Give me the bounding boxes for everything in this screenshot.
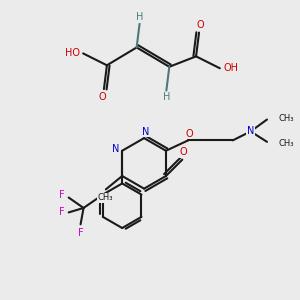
Text: CH₃: CH₃ bbox=[278, 113, 294, 122]
Text: N: N bbox=[112, 144, 119, 154]
Text: O: O bbox=[179, 147, 187, 157]
Text: H: H bbox=[163, 92, 170, 102]
Text: CH₃: CH₃ bbox=[278, 139, 294, 148]
Text: F: F bbox=[78, 228, 83, 238]
Text: O: O bbox=[197, 20, 204, 30]
Text: O: O bbox=[99, 92, 106, 101]
Text: H: H bbox=[136, 12, 143, 22]
Text: N: N bbox=[247, 126, 254, 136]
Text: CH₃: CH₃ bbox=[98, 193, 113, 202]
Text: N: N bbox=[142, 127, 149, 136]
Text: F: F bbox=[59, 190, 65, 200]
Text: O: O bbox=[185, 129, 193, 139]
Text: F: F bbox=[59, 207, 65, 218]
Text: HO: HO bbox=[65, 48, 80, 59]
Text: OH: OH bbox=[224, 63, 238, 73]
